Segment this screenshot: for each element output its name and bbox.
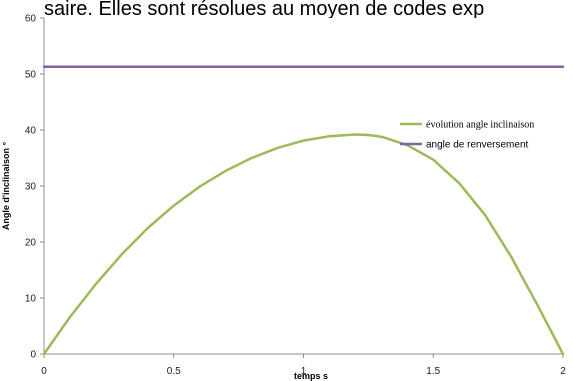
x-tick-label: 0.5: [167, 366, 181, 377]
x-tick-label: 1.5: [426, 366, 440, 377]
x-tick-label: 2: [560, 366, 566, 377]
y-tick-label: 20: [25, 238, 37, 249]
x-axis: 0 0.5 1 1.5 2: [41, 353, 566, 377]
x-axis-title: temps s: [294, 371, 328, 381]
y-tick-label: 30: [25, 182, 37, 193]
chart-area-background: [0, 18, 573, 381]
x-tick-label: 1: [301, 366, 307, 377]
overlapping-header-text: saire. Elles sont résolues au moyen de c…: [44, 0, 484, 20]
legend: évolution angle inclinaison angle de renv…: [400, 120, 534, 151]
y-tick-label: 50: [25, 70, 37, 81]
y-axis-title: Angle d'inclinaison °: [1, 141, 11, 230]
series-line-1: [42, 133, 565, 356]
legend-label-1: évolution angle inclinaison: [426, 120, 534, 131]
y-tick-label: 10: [25, 294, 37, 305]
x-tick-label: 0: [41, 366, 47, 377]
y-tick-label: 60: [25, 14, 37, 25]
y-axis: 0 10 20 30 40 50 60: [25, 14, 45, 361]
legend-label-2: angle de renversement: [426, 140, 529, 151]
y-tick-label: 40: [25, 126, 37, 137]
plot-series: [42, 65, 565, 356]
y-tick-label: 0: [30, 350, 36, 361]
